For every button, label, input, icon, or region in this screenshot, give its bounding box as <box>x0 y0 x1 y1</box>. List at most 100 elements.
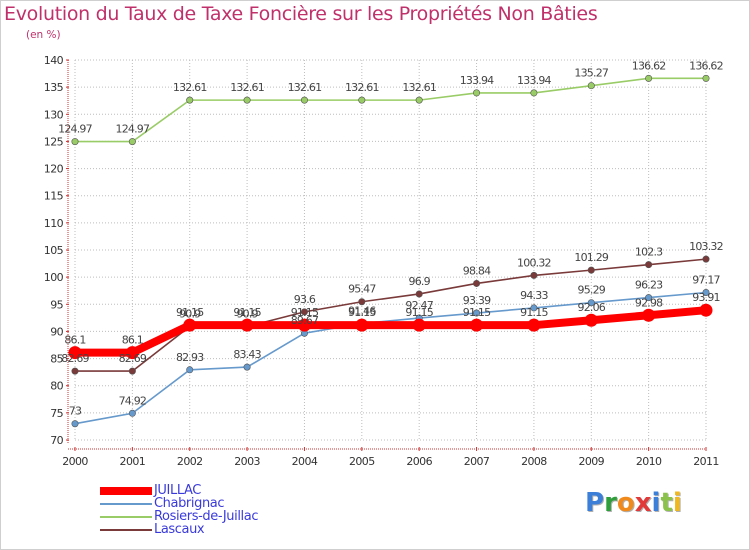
data-point <box>702 74 710 82</box>
y-tick-label: 115 <box>44 190 64 203</box>
data-point <box>645 294 653 302</box>
y-tick-label: 130 <box>44 108 64 121</box>
data-label: 90.9 <box>179 308 201 321</box>
data-point <box>530 89 538 97</box>
data-point <box>415 96 423 104</box>
data-label: 135.27 <box>574 67 608 80</box>
logo-letter: i <box>651 488 661 518</box>
x-tick-label: 2010 <box>636 455 662 468</box>
data-label: 95.47 <box>348 283 376 296</box>
series-line-chabrignac <box>74 291 707 425</box>
series-lines <box>68 74 713 428</box>
logo-letter: x <box>634 488 652 518</box>
x-tick-label: 2000 <box>62 455 88 468</box>
x-tick-label: 2005 <box>349 455 375 468</box>
data-label: 132.61 <box>402 81 436 94</box>
grid <box>74 59 707 441</box>
x-tick-label: 2006 <box>406 455 432 468</box>
data-point <box>68 346 82 360</box>
legend-swatch <box>100 528 152 531</box>
y-tick-label: 105 <box>44 244 64 257</box>
data-point <box>183 318 197 332</box>
data-point <box>473 89 481 97</box>
data-point <box>243 363 251 371</box>
data-point <box>71 138 79 146</box>
data-label: 132.61 <box>288 81 322 94</box>
data-point <box>527 318 541 332</box>
data-point <box>415 290 423 298</box>
data-point <box>355 318 369 332</box>
y-tick-label: 85 <box>50 353 63 366</box>
data-point <box>587 266 595 274</box>
data-point <box>470 318 484 332</box>
data-label: 94.33 <box>520 289 548 302</box>
y-tick-label: 70 <box>50 434 63 447</box>
data-point <box>584 313 598 327</box>
x-tick-label: 2003 <box>234 455 260 468</box>
data-label: 82.69 <box>119 352 147 365</box>
data-label: 89.67 <box>291 314 319 327</box>
data-point <box>128 138 136 146</box>
legend-label: JUILLAC <box>154 483 201 498</box>
data-label: 91.15 <box>348 306 376 319</box>
data-point <box>645 261 653 269</box>
data-label: 98.84 <box>463 264 491 277</box>
data-label: 91.15 <box>233 306 261 319</box>
data-label: 132.61 <box>345 81 379 94</box>
x-tick-label: 2009 <box>578 455 604 468</box>
legend-label: Rosiers-de-Juillac <box>154 509 259 524</box>
data-label: 136.62 <box>689 59 723 72</box>
data-label: 86.1 <box>64 334 85 347</box>
data-label: 91.15 <box>291 306 319 319</box>
data-label: 97.17 <box>692 274 720 287</box>
y-tick-label: 120 <box>44 163 64 176</box>
data-label: 93.39 <box>463 294 491 307</box>
data-point <box>412 318 426 332</box>
y-tick-label: 80 <box>50 380 63 393</box>
data-label: 93.6 <box>294 293 316 306</box>
data-point <box>358 96 366 104</box>
y-tick-label: 100 <box>44 271 64 284</box>
data-point <box>240 318 254 332</box>
y-tick-label: 95 <box>50 298 63 311</box>
data-label: 136.62 <box>632 59 666 72</box>
y-tick-label: 75 <box>50 407 63 420</box>
data-label: 83.43 <box>233 348 261 361</box>
y-tick-label: 110 <box>44 217 64 230</box>
data-label: 82.69 <box>61 352 89 365</box>
data-label: 124.97 <box>116 123 150 136</box>
data-point <box>358 298 366 306</box>
legend: JUILLAC Chabrignac Rosiers-de-Juillac Lasca… <box>100 483 259 537</box>
data-label: 91.15 <box>176 306 204 319</box>
data-point <box>702 255 710 263</box>
data-label: 86.1 <box>122 334 143 347</box>
legend-item: Chabrignac <box>100 496 258 511</box>
data-point <box>186 96 194 104</box>
x-tick-label: 2004 <box>292 455 318 468</box>
data-label: 73 <box>69 405 82 418</box>
y-tick-label: 125 <box>44 135 64 148</box>
data-point <box>128 409 136 417</box>
data-label: 91.15 <box>463 306 491 319</box>
data-label: 82.93 <box>176 351 204 364</box>
logo-letter: i <box>672 488 682 518</box>
data-label: 91.46 <box>348 305 376 318</box>
data-label: 93.91 <box>692 291 720 304</box>
data-point <box>699 303 713 317</box>
axes: 70 75 80 85 90 95 100 105 110 115 120 125 130 135 140 2… <box>44 54 720 468</box>
data-label: 96.23 <box>635 279 663 292</box>
y-axis-unit: (en %) <box>26 29 61 41</box>
logo-letter: P <box>585 488 605 518</box>
legend-label: Lascaux <box>154 522 205 537</box>
data-point <box>125 346 139 360</box>
data-label: 133.94 <box>460 74 494 87</box>
legend-label: Chabrignac <box>154 496 225 511</box>
data-point <box>71 367 79 375</box>
data-label: 101.29 <box>574 251 608 264</box>
x-tick-label: 2002 <box>177 455 203 468</box>
data-point <box>530 271 538 279</box>
y-tick-label: 90 <box>50 325 63 338</box>
data-label: 102.3 <box>635 246 663 259</box>
data-point <box>71 420 79 428</box>
data-point <box>300 308 308 316</box>
